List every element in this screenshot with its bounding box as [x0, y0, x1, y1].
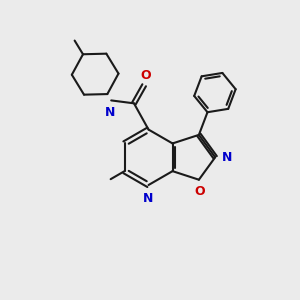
Text: N: N — [143, 192, 154, 205]
Text: O: O — [194, 185, 205, 198]
Text: O: O — [140, 69, 151, 82]
Text: N: N — [222, 151, 232, 164]
Text: N: N — [105, 106, 115, 119]
